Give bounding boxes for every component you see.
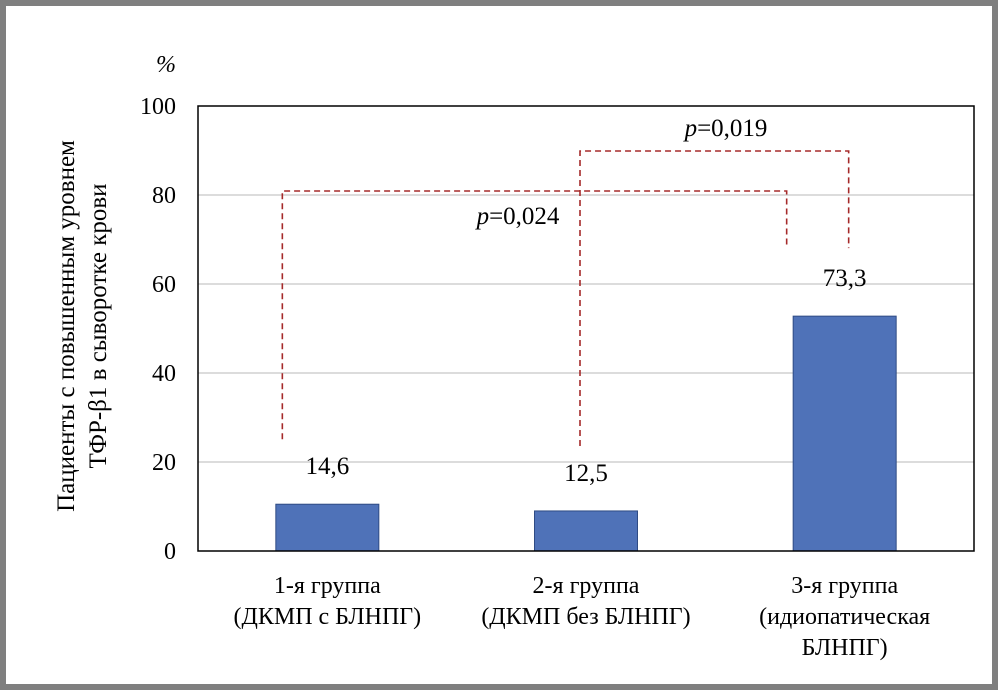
significance-bracket <box>579 150 850 446</box>
y-tick-labels: 0 20 40 60 80 100 <box>140 94 176 565</box>
bar <box>792 315 897 552</box>
category-label: 1-я группа (ДКМП с БЛНПГ) <box>233 573 421 630</box>
bar <box>534 510 638 552</box>
value-label: 12,5 <box>564 460 608 487</box>
category-label-line: 3-я группа <box>791 573 898 599</box>
value-label: 73,3 <box>823 265 867 292</box>
category-label-line: 2-я группа <box>533 573 640 599</box>
category-label: 3-я группа (идиопатическая БЛНПГ) <box>759 573 930 661</box>
y-unit-label: % <box>156 52 176 78</box>
y-tick-label: 40 <box>152 361 176 387</box>
p-value: =0,019 <box>697 115 767 142</box>
y-tick-label: 60 <box>152 272 176 298</box>
y-tick-label: 0 <box>164 539 176 565</box>
category-label-line: (идиопатическая <box>759 604 930 630</box>
x-category-labels: 1-я группа (ДКМП с БЛНПГ) 2-я группа (ДКМП … <box>233 573 930 661</box>
category-label-line: (ДКМП с БЛНПГ) <box>233 604 421 630</box>
p-symbol: p <box>683 115 698 142</box>
p-value-label: p=0,024 <box>475 203 560 230</box>
y-axis-title: Пациенты с повышенным уровнем ТФР-β1 в сы… <box>53 140 112 512</box>
category-label-line: БЛНПГ) <box>802 635 888 661</box>
bar <box>275 503 380 552</box>
y-tick-label: 20 <box>152 450 176 476</box>
significance-bracket <box>281 190 788 440</box>
y-axis-title-line: ТФР-β1 в сыворотке крови <box>85 183 112 468</box>
value-labels: 14,6 12,5 73,3 <box>305 265 866 487</box>
category-label: 2-я группа (ДКМП без БЛНПГ) <box>481 573 690 630</box>
value-label: 14,6 <box>305 453 349 480</box>
bars <box>275 315 897 552</box>
category-label-line: 1-я группа <box>274 573 381 599</box>
y-axis-title-line: Пациенты с повышенным уровнем <box>53 140 80 512</box>
p-value: =0,024 <box>489 203 560 230</box>
category-label-line: (ДКМП без БЛНПГ) <box>481 604 690 630</box>
y-tick-label: 80 <box>152 183 176 209</box>
y-tick-label: 100 <box>140 94 176 120</box>
plot-area-border <box>197 105 975 552</box>
p-symbol: p <box>475 203 490 230</box>
p-value-label: p=0,019 <box>683 115 768 142</box>
bar-chart: 0 20 40 60 80 100 1-я группа (ДКМП с БЛНПГ) 2-я… <box>53 52 975 661</box>
